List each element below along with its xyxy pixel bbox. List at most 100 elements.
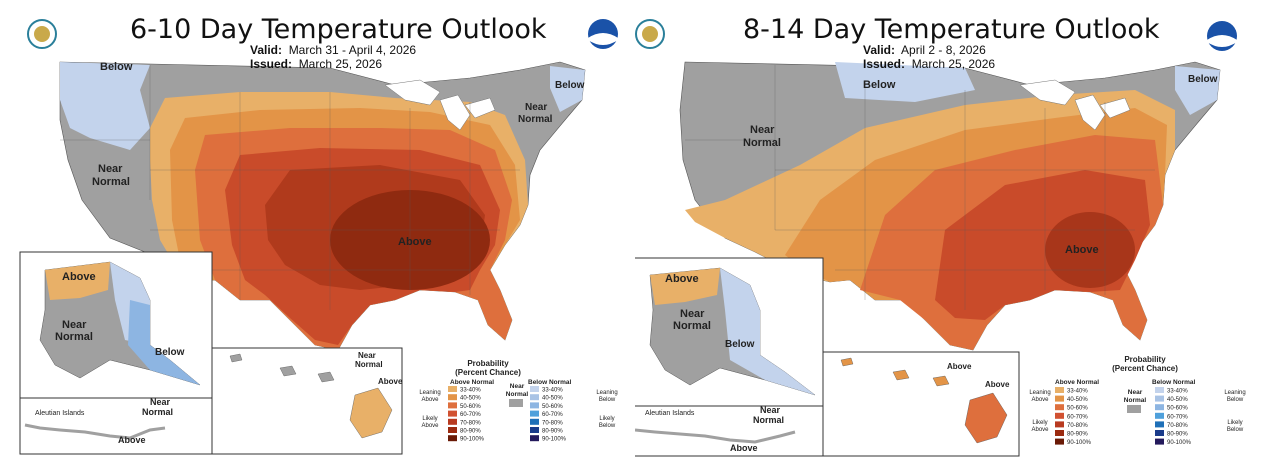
- legend-range-below-4: 70-80%: [1167, 423, 1188, 429]
- legend-swatch-below-4: [530, 418, 539, 425]
- legend-range-below-2: 50-60%: [542, 404, 563, 410]
- legend-range-above-0: 33-40%: [1067, 389, 1088, 395]
- legend-near-2: Normal: [506, 391, 529, 398]
- legend-swatch-above-2: [1055, 404, 1064, 411]
- label-aleutian: Aleutian Islands: [645, 410, 695, 417]
- legend-swatch-above-1: [448, 394, 457, 401]
- label-ak-near-1: Near: [680, 308, 705, 320]
- legend-swatch-above-2: [448, 402, 457, 409]
- legend-swatch-above-5: [1055, 430, 1064, 436]
- legend-below-header: Below Normal: [1152, 379, 1196, 386]
- legend-title-1: Probability: [1124, 355, 1166, 364]
- label-below-north: Below: [863, 79, 896, 91]
- aleutian-islands-shape: [635, 428, 796, 444]
- label-aleutian-above: Above: [730, 443, 758, 453]
- label-aleutian-near-2: Normal: [142, 407, 173, 417]
- legend-range-above-5: 80-90%: [1067, 432, 1088, 438]
- legend-swatch-below-6: [1155, 438, 1164, 445]
- label-above-main: Above: [1065, 244, 1099, 256]
- legend-likely-below-1: Likely: [599, 416, 614, 422]
- label-below-nw: Below: [100, 61, 133, 73]
- legend-likely-above-1: Likely: [1032, 420, 1047, 426]
- commerce-seal-logo: [635, 19, 665, 49]
- noaa-logo: [588, 19, 618, 49]
- issued-line: Issued: March 25, 2026: [863, 57, 995, 71]
- label-hi-above-2: Above: [985, 380, 1010, 389]
- below-nw-region: [60, 62, 150, 150]
- legend-swatch-above-3: [1055, 412, 1064, 419]
- legend-range-above-4: 70-80%: [1067, 423, 1088, 429]
- legend-swatch-below-1: [530, 394, 539, 401]
- state-boundaries: [685, 65, 1155, 310]
- legend-leaning-below-1: Leaning: [1224, 390, 1245, 396]
- label-hi-above: Above: [378, 377, 403, 386]
- legend-range-below-1: 40-50%: [542, 396, 563, 402]
- legend-range-below-6: 90-100%: [1167, 440, 1192, 446]
- issued-label: Issued:: [250, 57, 293, 71]
- legend-swatch-below-0: [530, 386, 539, 392]
- legend-leaning-above-1: Leaning: [1029, 390, 1050, 396]
- label-hi-above-1: Above: [947, 362, 972, 371]
- commerce-seal-logo: [27, 19, 57, 49]
- issued-line: Issued: March 25, 2026: [250, 57, 382, 71]
- legend-range-above-5: 80-90%: [460, 429, 481, 435]
- legend-range-below-4: 70-80%: [542, 420, 563, 426]
- legend-near-swatch: [1127, 405, 1141, 413]
- legend-near-1: Near: [510, 383, 525, 390]
- legend-range-below-2: 50-60%: [1167, 406, 1188, 412]
- legend-range-above-2: 50-60%: [460, 404, 481, 410]
- hawaii-island-big: [964, 392, 1008, 444]
- legend-range-below-3: 60-70%: [542, 412, 563, 418]
- legend-likely-above-2: Above: [1031, 427, 1049, 433]
- label-ak-near-2: Normal: [673, 320, 711, 332]
- legend-swatch-below-4: [1155, 421, 1164, 428]
- legend-above-header: Above Normal: [450, 379, 494, 386]
- label-hi-near-2: Normal: [355, 360, 383, 369]
- legend-swatch-below-1: [1155, 395, 1164, 402]
- issued-value: March 25, 2026: [298, 57, 383, 71]
- legend-leaning-above-2: Above: [1031, 397, 1049, 403]
- alaska-above: [45, 262, 110, 300]
- legend-range-below-0: 33-40%: [1167, 389, 1188, 395]
- legend: Probability (Percent Chance) Above Norma…: [419, 359, 617, 443]
- valid-line: Valid: April 2 - 8, 2026: [863, 43, 986, 57]
- label-near-ne-2: Normal: [518, 114, 553, 125]
- label-near-west-1: Near: [98, 163, 123, 175]
- legend-swatch-above-4: [448, 418, 457, 425]
- label-hi-near-1: Near: [358, 351, 376, 360]
- legend-near-swatch: [509, 399, 523, 407]
- label-aleutian-near-2: Normal: [753, 415, 784, 425]
- label-near-west-1: Near: [750, 124, 775, 136]
- label-aleutian-near-1: Near: [760, 405, 781, 415]
- aleutian-inset-frame: [19, 397, 213, 455]
- hawaii-islands: [840, 357, 950, 387]
- noaa-logo: [1207, 21, 1237, 51]
- legend-swatch-above-4: [1055, 421, 1064, 428]
- aleutian-inset-frame: [635, 405, 824, 457]
- legend-leaning-below-2: Below: [1227, 397, 1244, 403]
- label-below-ne: Below: [1188, 74, 1218, 85]
- legend-swatch-above-1: [1055, 395, 1064, 402]
- legend-likely-above-2: Above: [421, 423, 439, 429]
- legend-swatch-above-6: [1055, 438, 1064, 445]
- legend: Probability (Percent Chance) Above Norma…: [1029, 355, 1245, 446]
- legend-range-above-6: 90-100%: [1067, 440, 1092, 446]
- legend-range-below-0: 33-40%: [542, 388, 563, 394]
- label-below-ne: Below: [555, 80, 585, 91]
- legend-swatch-above-5: [448, 427, 457, 433]
- legend-likely-below-2: Below: [1227, 427, 1244, 433]
- legend-swatch-below-2: [1155, 404, 1164, 411]
- legend-range-below-3: 60-70%: [1167, 414, 1188, 420]
- legend-range-above-0: 33-40%: [460, 388, 481, 394]
- legend-near-2: Normal: [1124, 397, 1147, 404]
- legend-swatch-above-3: [448, 410, 457, 417]
- below-north-region: [835, 62, 975, 102]
- map-6-10: Below Near Normal Near Normal Below Abov…: [19, 19, 618, 455]
- label-ak-near-2: Normal: [55, 331, 93, 343]
- outlook-panel-8-14: Below Near Normal Below Above Above Near…: [635, 0, 1269, 469]
- label-near-west-2: Normal: [743, 137, 781, 149]
- label-ak-near-1: Near: [62, 319, 87, 331]
- hawaii-islands-near: [229, 353, 335, 383]
- legend-leaning-below-2: Below: [599, 397, 616, 403]
- label-ak-below: Below: [155, 347, 185, 358]
